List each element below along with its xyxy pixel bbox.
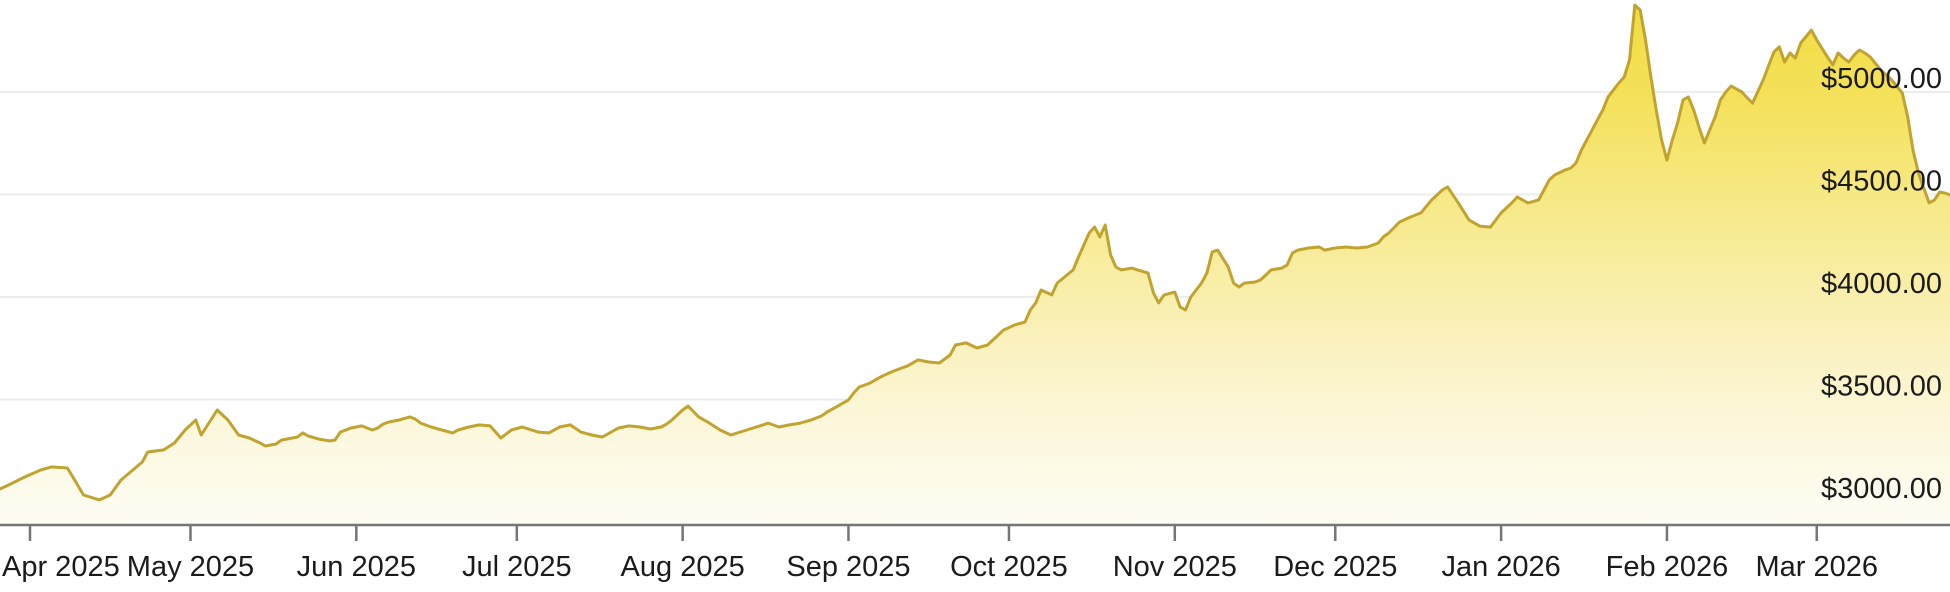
y-tick-label: $5000.00: [1821, 63, 1942, 95]
x-tick-label: Sep 2025: [786, 551, 910, 583]
area-fill-layer: [0, 5, 1950, 525]
y-tick-label: $4500.00: [1821, 166, 1942, 198]
x-tick-label: Aug 2025: [621, 551, 745, 583]
y-tick-label: $3000.00: [1821, 473, 1942, 505]
x-tick-label: Feb 2026: [1606, 551, 1729, 583]
x-tick-label: Apr 2025: [2, 551, 120, 583]
y-tick-label: $3500.00: [1821, 371, 1942, 403]
x-tick-label: Mar 2026: [1755, 551, 1878, 583]
y-tick-label: $4000.00: [1821, 268, 1942, 300]
x-tick-label: Jan 2026: [1441, 551, 1560, 583]
x-tick-label: Nov 2025: [1113, 551, 1237, 583]
price-line-layer: [0, 3, 1950, 502]
x-axis-layer: Apr 2025 May 2025 Jun 2025 Jul 2025 Aug 2025…: [0, 523, 1950, 583]
x-tick-label: Jul 2025: [462, 551, 572, 583]
x-tick-label: Dec 2025: [1273, 551, 1397, 583]
y-axis-labels-layer: $3000.00 $3500.00 $4000.00 $4500.00 $5000.00: [1821, 63, 1942, 505]
x-tick-label: Oct 2025: [950, 551, 1068, 583]
x-tick-label: May 2025: [127, 551, 254, 583]
price-line[interactable]: [0, 3, 1950, 502]
x-tick-label: Jun 2025: [297, 551, 416, 583]
price-area-fill: [0, 5, 1950, 525]
